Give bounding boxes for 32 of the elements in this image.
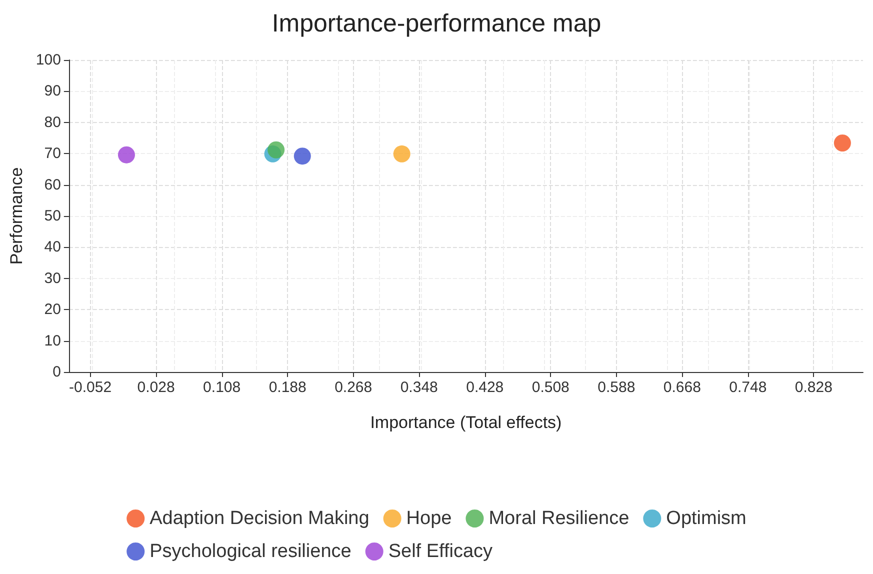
- x-axis-title: Importance (Total effects): [370, 413, 562, 432]
- x-tick-label: 0.348: [400, 379, 438, 396]
- x-tick-label: 0.188: [268, 379, 306, 396]
- chart-title: Importance-performance map: [272, 10, 602, 38]
- y-tick-label: 50: [44, 208, 61, 224]
- y-tick-label: 60: [44, 176, 61, 194]
- x-tick-label: 0.668: [663, 379, 701, 396]
- y-tick-label: 70: [44, 145, 61, 162]
- y-tick-label: 100: [36, 52, 61, 68]
- x-tick-label: 0.508: [532, 379, 570, 396]
- x-tick-label: -0.052: [69, 379, 112, 396]
- y-tick-label: 20: [44, 301, 61, 318]
- y-axis-title: Performance: [7, 167, 26, 265]
- y-tick-label: 10: [44, 332, 61, 350]
- x-tick-label: 0.268: [334, 379, 372, 396]
- x-tick-label: 0.588: [598, 379, 636, 396]
- x-tick-label: 0.748: [729, 379, 767, 396]
- y-tick-label: 0: [52, 364, 61, 380]
- legend-label: Optimism: [666, 508, 746, 529]
- y-tick-label: 40: [44, 238, 61, 256]
- y-tick-label: 30: [44, 270, 61, 287]
- y-tick-label: 80: [44, 114, 61, 131]
- legend-label: Hope: [406, 508, 452, 529]
- legend-label: Psychological resilience: [150, 541, 352, 562]
- x-tick-label: 0.828: [794, 379, 832, 396]
- x-tick-label: 0.028: [137, 379, 175, 396]
- legend-label: Self Efficacy: [388, 541, 494, 562]
- y-tick-label: 90: [44, 82, 61, 100]
- x-tick-label: 0.108: [203, 379, 241, 396]
- legend-label: Moral Resilience: [488, 508, 630, 529]
- x-tick-label: 0.428: [466, 379, 504, 396]
- legend-label: Adaption Decision Making: [150, 508, 370, 529]
